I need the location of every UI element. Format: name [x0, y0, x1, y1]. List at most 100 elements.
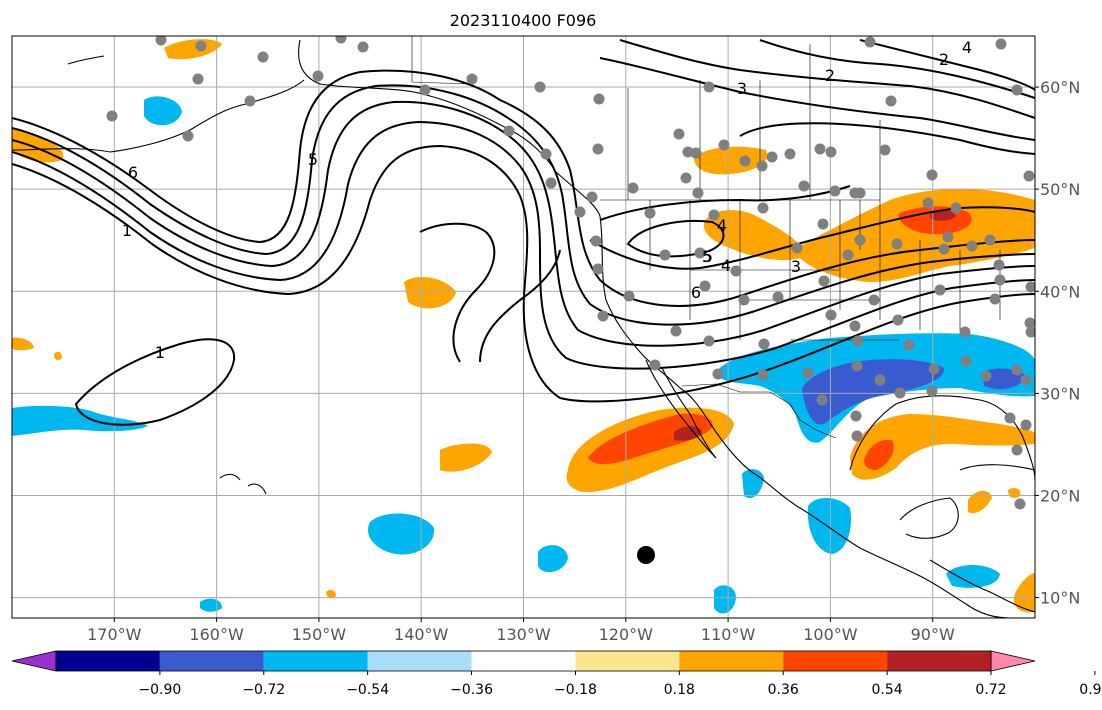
contour-line	[12, 84, 1035, 326]
station-dot	[851, 430, 863, 442]
station-dot	[772, 291, 784, 303]
contour-line	[599, 57, 1035, 141]
lon-tick-label: 160°W	[189, 625, 244, 644]
lat-tick-label: 30°N	[1040, 384, 1080, 403]
station-dot	[1004, 412, 1016, 424]
station-dot	[534, 81, 546, 93]
coastline-cuba	[959, 464, 1035, 471]
station-dot	[757, 369, 769, 381]
station-dot	[849, 187, 861, 199]
station-dot	[1011, 84, 1023, 96]
station-dot	[829, 185, 841, 197]
station-dot	[1011, 364, 1023, 376]
positive-anomaly-region	[968, 490, 992, 514]
station-dot	[903, 339, 915, 351]
contour-lines	[12, 39, 1035, 426]
station-dot	[994, 274, 1006, 286]
colorbar-swatch	[56, 651, 160, 671]
contour-value-label: 1	[122, 221, 132, 240]
colorbar-tick-label: −0.72	[242, 682, 285, 698]
station-dot	[708, 209, 720, 221]
lon-tick-label: 120°W	[599, 625, 654, 644]
station-dot	[699, 280, 711, 292]
station-dot	[798, 180, 810, 192]
colorbar-tick-label: 0.72	[975, 682, 1006, 698]
positive-anomaly-region	[850, 414, 1035, 480]
positive-anomaly-region	[800, 188, 1035, 282]
station-dot	[850, 410, 862, 422]
contour-value-label: 1	[155, 343, 165, 362]
contour-line	[12, 69, 1035, 307]
station-dot	[1011, 444, 1023, 456]
station-dot	[680, 172, 692, 184]
positive-anomaly-region	[326, 589, 336, 599]
lon-tick-label: 150°W	[292, 625, 347, 644]
negative-anomaly-region	[368, 513, 435, 555]
station-dot	[670, 325, 682, 337]
map-title: 2023110400 F096	[450, 11, 597, 30]
contour-line	[739, 122, 1035, 155]
station-dot	[335, 36, 347, 44]
positive-anomaly-region	[12, 337, 34, 351]
station-dot	[1023, 170, 1035, 182]
border-us-mexico	[681, 383, 837, 439]
contour-value-label: 3	[791, 257, 801, 276]
contour-value-label: 6	[128, 163, 138, 182]
lon-tick-label: 110°W	[701, 625, 756, 644]
station-dot	[574, 206, 586, 218]
colorbar-swatch	[471, 651, 576, 671]
station-dot	[926, 169, 938, 181]
station-dot	[195, 40, 207, 52]
station-dot	[730, 265, 742, 277]
colorbar-swatch	[159, 651, 264, 671]
contour-line	[479, 249, 561, 363]
station-dot	[182, 130, 194, 142]
station-dot	[644, 207, 656, 219]
contour-line	[12, 120, 1035, 370]
station-dot	[989, 293, 1001, 305]
station-dot	[938, 243, 950, 255]
lat-tick-label: 40°N	[1040, 282, 1080, 301]
colorbar-swatch	[679, 651, 784, 671]
station-dot	[766, 151, 778, 163]
colorbar-tick-label: 0.18	[664, 682, 695, 698]
station-dot	[814, 143, 826, 155]
station-dot	[993, 259, 1005, 271]
contour-value-label: 5	[703, 247, 713, 266]
focus-marker	[637, 546, 655, 564]
station-dot	[682, 146, 694, 158]
station-dot	[503, 125, 515, 137]
station-dot	[926, 385, 938, 397]
station-dot	[868, 294, 880, 306]
station-dot	[690, 147, 702, 159]
station-dot	[593, 93, 605, 105]
station-dot	[545, 177, 557, 189]
station-dot	[817, 218, 829, 230]
coastline-yucatan	[899, 497, 959, 539]
station-dot	[738, 294, 750, 306]
station-dot	[825, 309, 837, 321]
station-dot	[1024, 317, 1035, 329]
station-dot	[1020, 374, 1032, 386]
positive-anomaly-region	[930, 209, 956, 221]
station-dot	[784, 148, 796, 160]
contour-line	[599, 185, 851, 221]
negative-anomaly-region	[144, 96, 182, 126]
station-dot	[757, 202, 769, 214]
station-dot	[597, 310, 609, 322]
station-dot	[419, 84, 431, 96]
longitude-ticks: 170°W 160°W 150°W 140°W 130°W 120°W 110°W 100°W…	[87, 618, 955, 644]
station-dot	[659, 249, 671, 261]
lon-tick-label: 100°W	[803, 625, 858, 644]
graticule	[12, 36, 1035, 618]
station-dot	[739, 155, 751, 167]
coastline-north-america	[298, 39, 1011, 618]
station-dot	[892, 314, 904, 326]
coastline-central-america	[929, 559, 1035, 613]
station-dot	[816, 394, 828, 406]
station-dot	[849, 320, 861, 332]
latitude-ticks: 10°N 20°N 30°N 40°N 50°N 60°N	[1035, 78, 1080, 608]
colorbar-tick-label: 0.90	[1079, 682, 1102, 698]
colorbar-swatch	[783, 651, 888, 671]
